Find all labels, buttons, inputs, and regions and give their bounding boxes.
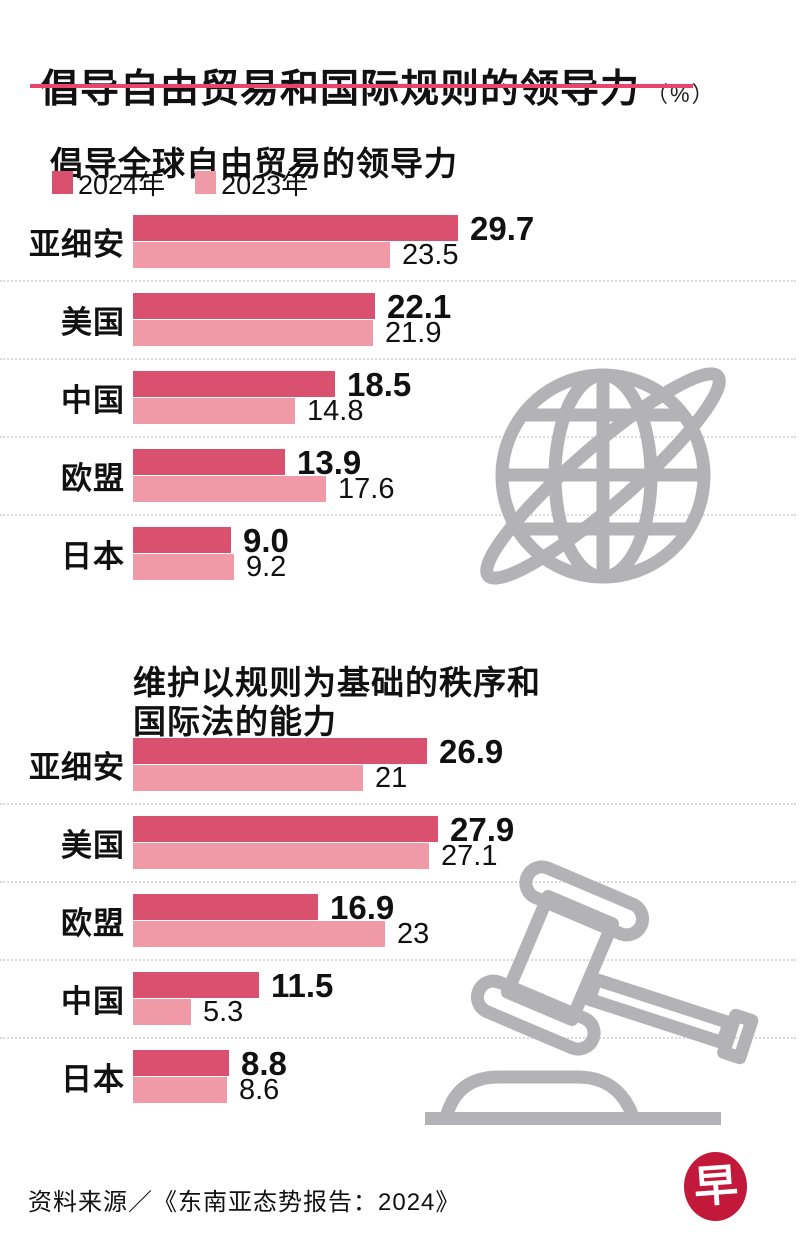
category-label: 美国 [61,828,125,863]
value-label-2024年: 8.8 [241,1044,287,1082]
value-label-2023年: 21.9 [385,316,442,349]
category-label: 中国 [61,984,125,1019]
bar-2023年 [133,398,295,424]
legend: 2024年 2023年 [52,163,308,202]
category-label: 日本 [61,539,125,574]
bar-2024年 [133,527,231,553]
value-label-2023年: 21 [375,761,408,794]
chart-row: 中国 11.5 5.3 [0,959,796,1037]
value-label-2024年: 22.1 [387,287,452,325]
value-label-2023年: 23 [397,917,430,950]
value-label-2023年: 17.6 [338,472,395,505]
value-label-2024年: 9.0 [243,521,289,559]
legend-swatch-2024 [52,171,73,194]
category-label: 欧盟 [61,461,125,496]
bar-2024年 [133,293,375,319]
chart-row: 美国 22.1 21.9 [0,280,796,358]
chart-row: 欧盟 13.9 17.6 [0,436,796,514]
bar-2023年 [133,242,390,268]
value-label-2024年: 18.5 [347,365,412,403]
chart-row: 亚细安 26.9 21 [0,727,796,803]
category-label: 欧盟 [61,906,125,941]
category-label: 亚细安 [29,227,125,262]
bar-2024年 [133,215,458,241]
page-title: 倡导自由贸易和国际规则的领导力 （%） [40,58,716,114]
value-label-2024年: 16.9 [330,888,395,926]
bar-2023年 [133,554,234,580]
chart-row: 欧盟 16.9 23 [0,881,796,959]
chart-free-trade: 亚细安 29.7 23.5 美国 22.1 21.9 中国 18.5 14.8 欧盟 13.9 17.… [0,204,796,592]
value-label-2023年: 5.3 [203,995,244,1028]
globe-icon [480,367,726,585]
bar-2024年 [133,816,438,842]
value-label-2023年: 8.6 [239,1073,280,1106]
chart-row: 日本 9.0 9.2 [0,514,796,592]
chart1-title: 倡导全球自由贸易的领导力 [50,145,458,183]
page-title-text: 倡导自由贸易和国际规则的领导力 [40,68,641,112]
value-label-2024年: 13.9 [297,443,362,481]
legend-swatch-2023 [195,171,217,194]
chart-row: 中国 18.5 14.8 [0,358,796,436]
bar-2023年 [133,999,191,1025]
bar-2024年 [133,894,318,920]
bar-2024年 [133,738,427,764]
category-label: 日本 [61,1062,125,1097]
bar-2023年 [133,1077,227,1103]
value-label-2023年: 27.1 [441,839,498,872]
legend-label-2023: 2023年 [221,170,309,200]
chart-row: 日本 8.8 8.6 [0,1037,796,1115]
gavel-icon [425,860,759,1125]
chart-rules-order: 亚细安 26.9 21 美国 27.9 27.1 欧盟 16.9 23 中国 11.5 5.3 日本 8.… [0,727,796,1115]
category-label: 美国 [61,305,125,340]
chart-row: 美国 27.9 27.1 [0,803,796,881]
value-label-2024年: 11.5 [271,966,334,1004]
zaobao-logo: 早 [684,1152,747,1221]
value-label-2024年: 29.7 [470,209,535,247]
value-label-2024年: 27.9 [450,810,515,848]
source-note: 资料来源／《东南亚态势报告：2024》 [28,1189,461,1216]
chart-row: 亚细安 29.7 23.5 [0,204,796,280]
zaobao-logo-glyph: 早 [691,1159,740,1213]
bar-2023年 [133,921,385,947]
bar-2024年 [133,972,259,998]
value-label-2024年: 26.9 [439,732,504,770]
bar-2023年 [133,320,373,346]
bar-2024年 [133,1050,229,1076]
value-label-2023年: 23.5 [402,238,459,271]
bar-2023年 [133,843,429,869]
category-label: 中国 [61,383,125,418]
legend-label-2024: 2024年 [78,170,166,200]
legend-item-2024: 2024年 [52,163,165,202]
title-underline [30,84,693,88]
value-label-2023年: 9.2 [246,550,287,583]
value-label-2023年: 14.8 [307,394,364,427]
chart2-title: 维护以规则为基础的秩序和 国际法的能力 [133,664,541,741]
category-label: 亚细安 [29,750,125,785]
bar-2024年 [133,371,335,397]
bar-2023年 [133,765,363,791]
legend-item-2023: 2023年 [195,163,308,202]
bar-2024年 [133,449,285,475]
bar-2023年 [133,476,326,502]
